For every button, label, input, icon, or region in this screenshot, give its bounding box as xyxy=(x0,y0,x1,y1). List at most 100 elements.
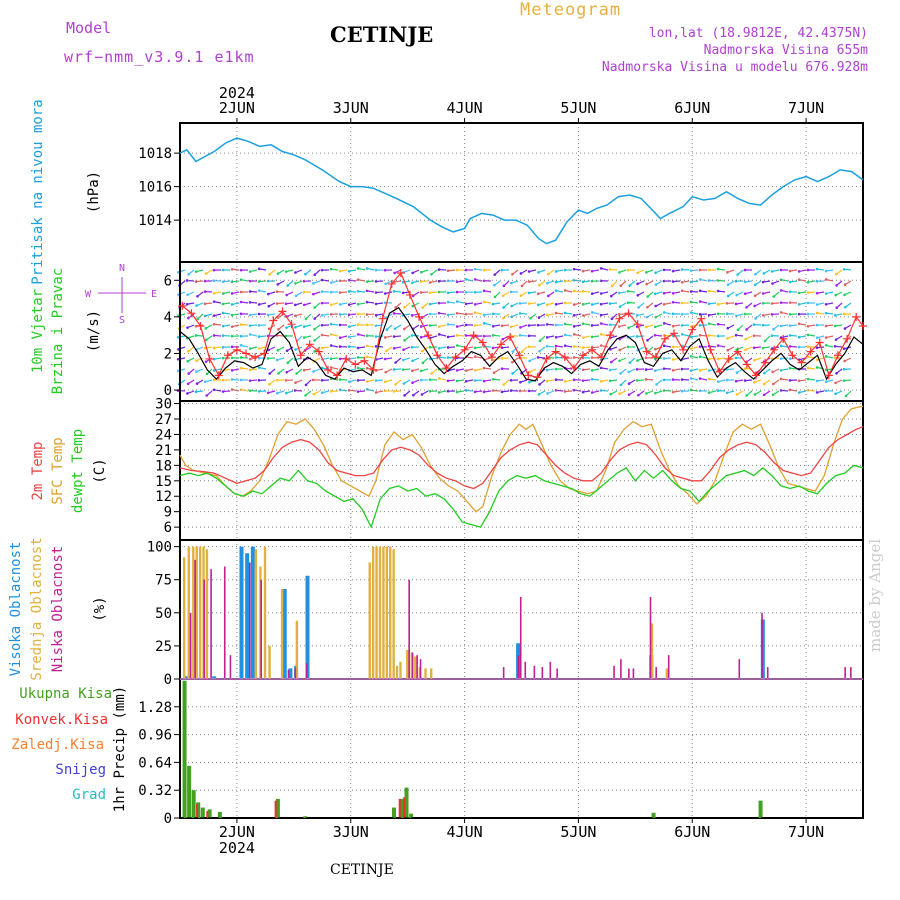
wind-arrow-head xyxy=(383,357,387,361)
wind-arrow-head xyxy=(500,390,504,394)
gust-marker xyxy=(223,351,232,360)
wind-arrow-head xyxy=(726,348,730,352)
wind-arrow-head xyxy=(834,381,837,385)
wind-arrow-head xyxy=(646,305,649,309)
wind-arrow-head xyxy=(545,323,549,326)
wind-arrow-head xyxy=(257,347,261,350)
wind-arrow-head xyxy=(824,302,828,306)
precip-bar-conv xyxy=(196,804,199,818)
gust-marker xyxy=(405,290,414,299)
wind-arrow-head xyxy=(590,356,594,359)
wind-arrow-head xyxy=(698,377,702,380)
wind-arrow-head xyxy=(626,345,630,349)
wind-arrow-head xyxy=(824,324,828,328)
wind-arrow-head xyxy=(842,367,846,371)
wind-arrow-head xyxy=(419,291,423,294)
precip-bar-conv xyxy=(206,811,209,818)
wind-arrow-head xyxy=(527,270,531,273)
cloud-bar-low xyxy=(305,663,308,679)
cloud-bar-low xyxy=(541,667,544,679)
precip-bar-total xyxy=(207,809,212,818)
wind-arrow-head xyxy=(347,290,351,293)
wind-arrow-head xyxy=(636,359,639,362)
wind-arrow-head xyxy=(779,368,783,372)
wind-arrow-head xyxy=(671,345,675,349)
wind-arrow-head xyxy=(411,304,415,308)
gust-marker xyxy=(560,353,569,362)
wind-arrow-head xyxy=(304,317,308,321)
wind-arrow-head xyxy=(689,347,693,350)
cloud-bar-low xyxy=(287,669,290,679)
wind-arrow-head xyxy=(511,360,514,364)
wind-arrow-head xyxy=(221,334,225,337)
wind-arrow-head xyxy=(493,283,496,287)
wind-arrow-head xyxy=(619,372,622,375)
y-tick-label-temperature: 12 xyxy=(155,489,172,505)
wind-arrow-head xyxy=(267,348,270,352)
wind-arrow-head xyxy=(294,348,297,351)
wind-arrow-head xyxy=(761,292,765,295)
wind-arrow-head xyxy=(753,358,756,362)
cloud-bar-high xyxy=(245,553,250,679)
sfc-temp-line xyxy=(179,405,864,513)
wind-arrow-head xyxy=(653,292,657,296)
wind-arrow-head xyxy=(320,391,324,395)
wind-arrow-head xyxy=(411,381,414,385)
wind-arrow-head xyxy=(383,301,387,305)
wind-direction-field xyxy=(176,267,852,398)
wind-arrow-head xyxy=(815,303,819,306)
wind-arrow-head xyxy=(394,361,397,364)
wind-arrow-head xyxy=(581,314,585,317)
wind-arrow-head xyxy=(645,315,649,319)
wind-arrow-head xyxy=(707,369,711,372)
wind-arrow-head xyxy=(347,325,351,328)
wind-arrow-head xyxy=(411,271,414,275)
compass-cross xyxy=(98,277,146,313)
gust-marker xyxy=(396,268,405,277)
wind-arrow-head xyxy=(761,280,765,284)
page-title: CETINJE xyxy=(330,22,434,47)
y-tick-label-temperature: 6 xyxy=(164,520,172,536)
wind-arrow-head xyxy=(267,327,271,331)
wind-arrow-head xyxy=(248,301,252,304)
wind-arrow-head xyxy=(563,333,567,337)
wind-arrow-head xyxy=(609,360,613,364)
wind-arrow-head xyxy=(500,367,504,371)
wind-arrow-head xyxy=(835,372,838,375)
wind-arrow-head xyxy=(493,273,497,276)
wind-arrow-head xyxy=(743,379,747,382)
wind-arrow-head xyxy=(277,372,280,375)
wind-arrow-head xyxy=(797,345,801,349)
gust-marker xyxy=(415,312,424,321)
wind-arrow-head xyxy=(365,344,369,348)
wind-arrow-head xyxy=(385,328,389,331)
wind-arrow-head xyxy=(286,361,290,365)
wind-gust-line xyxy=(181,271,864,378)
wind-arrow-head xyxy=(752,346,756,350)
wind-arrow-head xyxy=(230,334,234,338)
wind-arrow-head xyxy=(257,303,261,306)
y-tick-label-pressure: 1016 xyxy=(138,180,172,196)
wind-arrow-head xyxy=(644,325,648,329)
cloud-bar-mid xyxy=(430,668,433,679)
wind-arrow-head xyxy=(698,334,702,337)
wind-arrow-head xyxy=(745,306,748,309)
wind-arrow-head xyxy=(491,346,495,350)
top-year-label: 2024 xyxy=(219,84,255,102)
y-tick-label-temperature: 18 xyxy=(155,458,172,474)
wind-arrow-head xyxy=(473,390,477,394)
wind-arrow-head xyxy=(680,367,684,371)
wind-arrow-head xyxy=(221,356,225,360)
wind-arrow-head xyxy=(581,336,585,339)
cloud-bar-mid xyxy=(406,649,409,679)
cloud-bar-mid xyxy=(395,665,399,679)
wind-arrow-head xyxy=(626,301,630,304)
cloud-bar-low xyxy=(667,655,670,679)
wind-arrow-head xyxy=(329,267,333,271)
wind-arrow-head xyxy=(446,291,450,295)
wind-arrow-head xyxy=(707,302,711,306)
wind-arrow-head xyxy=(212,279,216,282)
wind-arrow-head xyxy=(455,300,459,303)
wind-arrow-head xyxy=(572,356,576,359)
wind-arrow-head xyxy=(248,290,252,293)
